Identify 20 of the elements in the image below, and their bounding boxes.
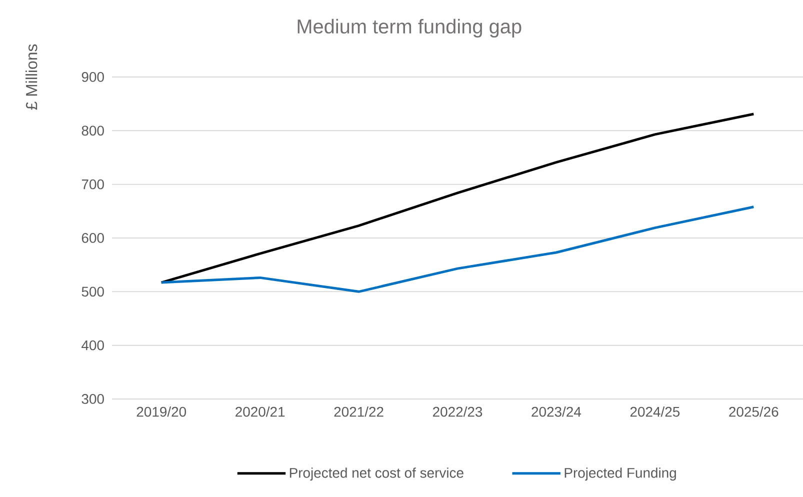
x-tick-label: 2020/21	[236, 406, 285, 417]
x-tick-label: 2019/20	[136, 406, 186, 417]
line-series	[160, 206, 755, 293]
legend-label: Projected Funding	[564, 468, 676, 481]
y-tick-label: 600	[82, 233, 104, 243]
y-tick-label: 400	[82, 340, 104, 350]
y-tick-label: 700	[82, 179, 104, 190]
chart-title: Medium term funding gap	[298, 18, 522, 38]
y-tick-label: 900	[82, 72, 104, 82]
y-tick-label: 300	[82, 394, 104, 404]
x-tick-label: 2023/24	[532, 406, 582, 417]
x-tick-label: 2025/26	[729, 406, 778, 417]
x-tick-label: 2022/23	[433, 406, 482, 417]
legend-label: Projected net cost of service	[290, 468, 464, 481]
y-tick-label: 800	[82, 126, 104, 136]
y-tick-label: 500	[82, 286, 104, 297]
x-tick-label: 2021/22	[334, 406, 384, 417]
y-axis-title: £ Millions	[26, 44, 38, 110]
line-series	[160, 112, 755, 284]
x-tick-label: 2024/25	[630, 406, 680, 417]
